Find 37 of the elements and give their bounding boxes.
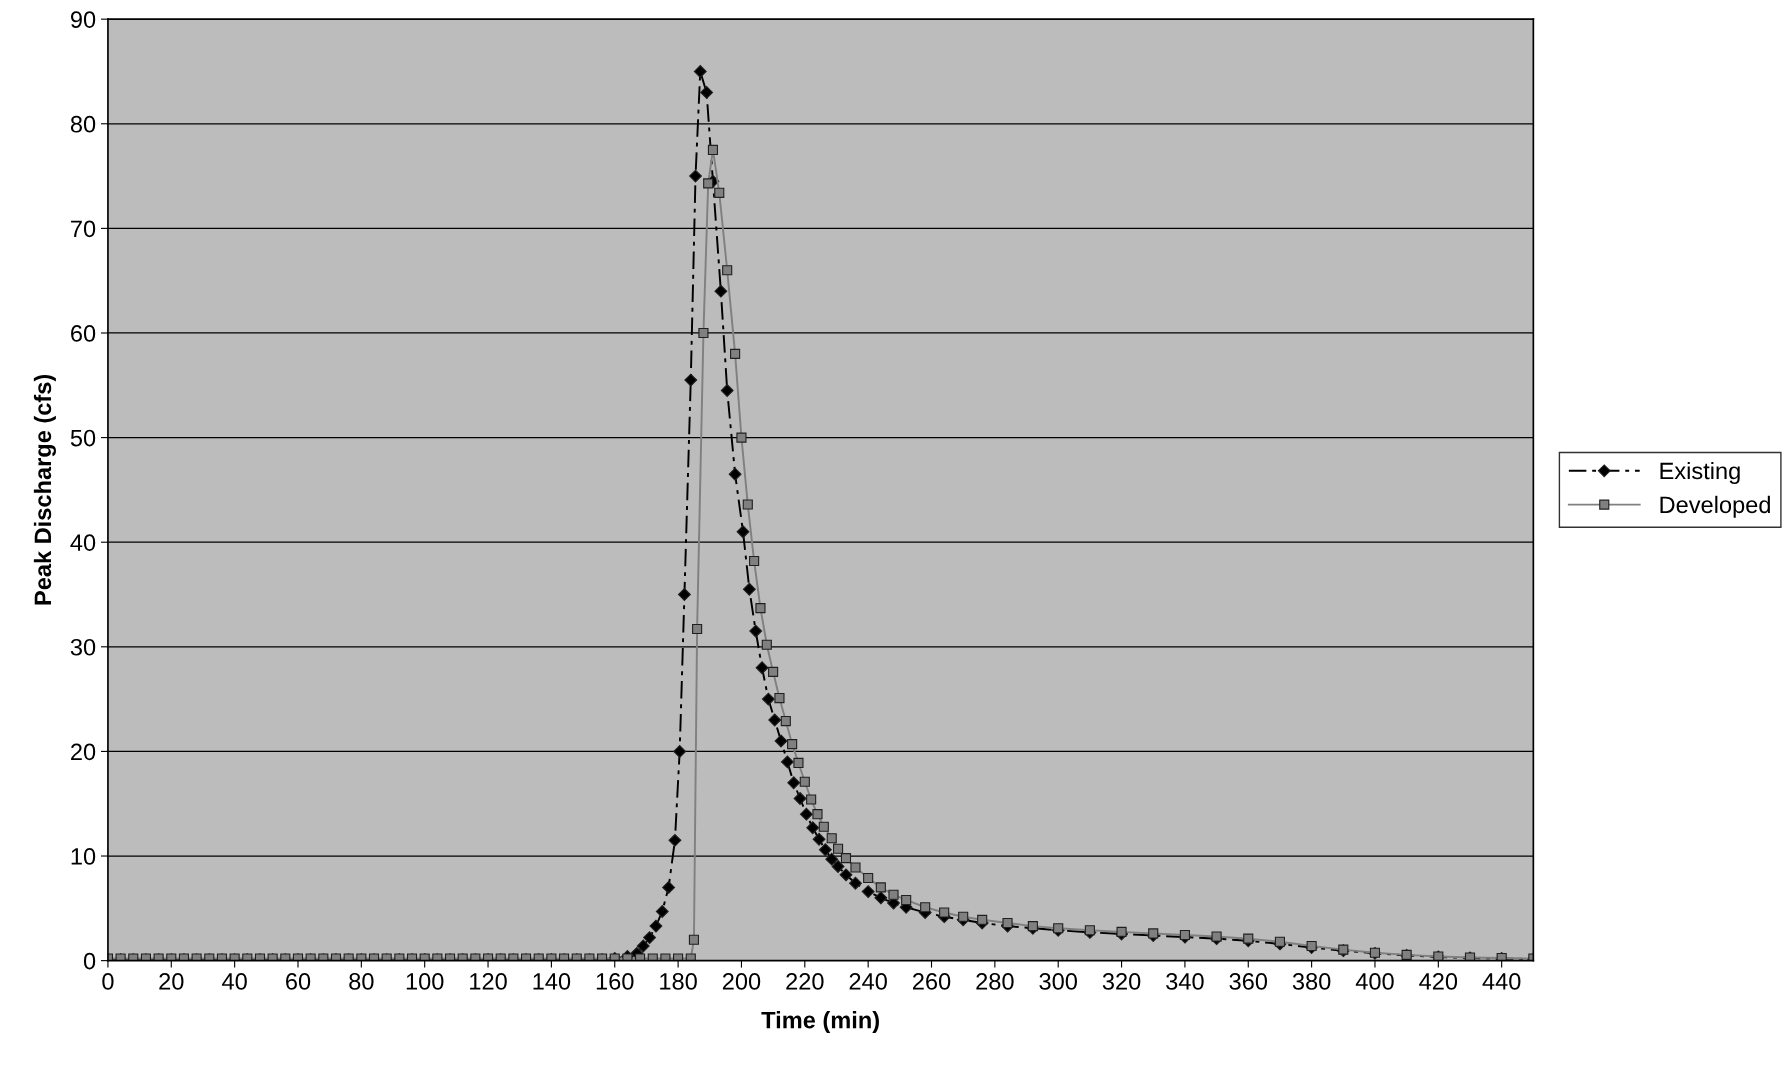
y-tick-label: 10 bbox=[71, 848, 96, 865]
x-tick-label: 260 bbox=[913, 973, 951, 990]
y-tick-label: 40 bbox=[70, 534, 96, 551]
x-tick-label: 0 bbox=[102, 973, 114, 990]
x-tick-label: 300 bbox=[1039, 973, 1077, 990]
x-tick-label: 40 bbox=[222, 973, 247, 990]
y-tick-label: 70 bbox=[71, 220, 96, 238]
x-tick-label: 440 bbox=[1482, 973, 1521, 990]
x-tick-label: 140 bbox=[533, 973, 571, 990]
x-tick-label: 320 bbox=[1102, 973, 1141, 990]
legend-label: Existing bbox=[1660, 461, 1740, 484]
x-tick-label: 280 bbox=[976, 973, 1014, 990]
x-tick-label: 180 bbox=[660, 973, 697, 990]
x-tick-label: 120 bbox=[470, 973, 507, 990]
x-tick-label: 20 bbox=[159, 973, 184, 990]
x-tick-label: 380 bbox=[1292, 973, 1331, 990]
y-tick-label: 0 bbox=[83, 952, 96, 970]
x-tick-label: 340 bbox=[1166, 973, 1204, 990]
y-tick-label: 30 bbox=[70, 638, 96, 656]
x-tick-label: 160 bbox=[596, 973, 634, 990]
x-tick-label: 60 bbox=[286, 973, 311, 990]
x-tick-label: 240 bbox=[849, 973, 887, 990]
y-axis-title: Peak Discharge (cfs) bbox=[33, 374, 56, 605]
x-tick-label: 420 bbox=[1419, 973, 1458, 990]
y-tick-label: 90 bbox=[70, 11, 96, 28]
x-tick-label: 360 bbox=[1229, 973, 1268, 990]
x-tick-label: 80 bbox=[349, 973, 374, 990]
legend-label: Developed bbox=[1660, 495, 1770, 518]
x-tick-label: 100 bbox=[406, 973, 444, 990]
y-tick-label: 60 bbox=[71, 325, 96, 342]
y-tick-label: 50 bbox=[70, 429, 96, 447]
x-tick-label: 220 bbox=[786, 973, 824, 990]
x-axis-title: Time (min) bbox=[761, 1011, 879, 1034]
x-tick-label: 200 bbox=[722, 973, 761, 990]
x-tick-label: 400 bbox=[1355, 973, 1394, 990]
y-tick-label: 20 bbox=[71, 743, 96, 761]
y-tick-label: 80 bbox=[70, 115, 96, 133]
